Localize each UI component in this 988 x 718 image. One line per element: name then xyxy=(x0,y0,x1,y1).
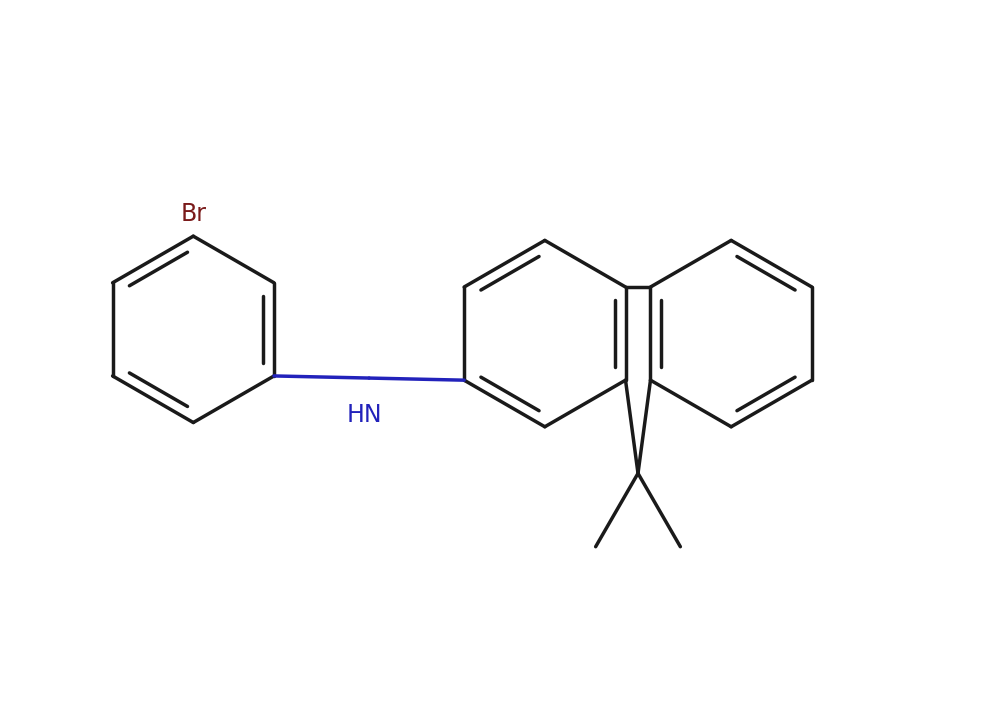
Text: Br: Br xyxy=(180,202,206,226)
Text: HN: HN xyxy=(347,404,382,427)
